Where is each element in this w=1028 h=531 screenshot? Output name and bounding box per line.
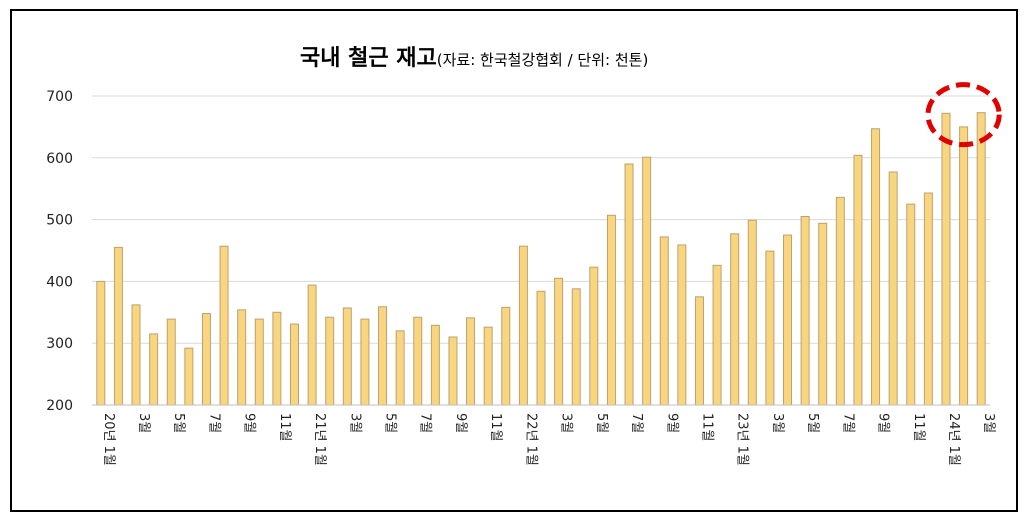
- bar: [677, 244, 687, 406]
- x-tick-label: 5월: [171, 413, 186, 433]
- x-tick-label: 9월: [664, 413, 679, 433]
- chart-title: 국내 철근 재고(자료: 한국철강협회 / 단위: 천톤): [300, 40, 648, 72]
- bar: [413, 316, 423, 406]
- y-tick-label: 500: [46, 213, 73, 229]
- x-tick-label: 5월: [805, 413, 820, 433]
- bar: [184, 347, 194, 406]
- bar: [941, 112, 951, 406]
- bar: [642, 156, 652, 406]
- bar: [518, 245, 528, 406]
- bar: [149, 333, 159, 406]
- highlight-ellipse: [925, 82, 1002, 148]
- x-tick-label: 3월: [770, 413, 785, 433]
- y-tick-label: 600: [46, 151, 73, 167]
- x-tick-label: 11월: [277, 413, 292, 442]
- x-tick-label: 9월: [242, 413, 257, 433]
- bar: [624, 163, 634, 406]
- bar: [818, 222, 828, 406]
- bar: [712, 264, 722, 406]
- bar: [466, 317, 476, 406]
- bar: [659, 236, 669, 406]
- x-tick-label: 21년 1월: [312, 413, 327, 466]
- x-tick-label: 3월: [347, 413, 362, 433]
- bar: [448, 336, 458, 406]
- x-tick-label: 7월: [206, 413, 221, 433]
- bar: [378, 306, 388, 406]
- bar: [395, 330, 405, 406]
- bar: [923, 192, 933, 406]
- x-tick-label: 3월: [559, 413, 574, 433]
- x-tick-label: 23년 1월: [735, 413, 750, 466]
- bar: [571, 288, 581, 406]
- bar: [289, 323, 299, 406]
- bar: [113, 246, 123, 406]
- x-tick-label: 22년 1월: [523, 413, 538, 466]
- bar: [342, 307, 352, 406]
- bar: [906, 203, 916, 406]
- x-tick-label: 11월: [911, 413, 926, 442]
- bar: [201, 313, 211, 406]
- bar: [96, 280, 106, 406]
- x-tick-label: 9월: [453, 413, 468, 433]
- bar: [554, 277, 564, 406]
- chart-frame: [10, 9, 1018, 512]
- bar: [835, 196, 845, 406]
- bar: [307, 284, 317, 406]
- y-tick-label: 300: [46, 336, 73, 352]
- bar: [219, 245, 229, 406]
- x-tick-label: 3월: [136, 413, 151, 433]
- x-tick-label: 9월: [876, 413, 891, 433]
- bar: [536, 290, 546, 406]
- bar: [606, 214, 616, 406]
- x-tick-label: 5월: [594, 413, 609, 433]
- bar: [888, 171, 898, 406]
- y-tick-label: 200: [46, 398, 73, 414]
- x-tick-label: 11월: [699, 413, 714, 442]
- x-tick-label: 3월: [981, 413, 996, 433]
- bar: [237, 309, 247, 406]
- bar: [360, 318, 370, 406]
- bar: [131, 304, 141, 406]
- bar: [166, 318, 176, 406]
- bar: [976, 112, 986, 406]
- x-tick-label: 20년 1월: [101, 413, 116, 466]
- bar: [272, 311, 282, 406]
- bar: [325, 316, 335, 406]
- bar: [730, 233, 740, 406]
- y-tick-label: 700: [46, 89, 73, 105]
- bar: [765, 250, 775, 406]
- bar: [254, 318, 264, 406]
- bar: [430, 324, 440, 406]
- x-tick-label: 5월: [383, 413, 398, 433]
- chart-subtitle: (자료: 한국철강협회 / 단위: 천톤): [436, 51, 649, 69]
- chart-title-main: 국내 철근 재고: [300, 46, 437, 71]
- bar: [959, 126, 969, 406]
- bar: [747, 219, 757, 406]
- bar: [589, 266, 599, 406]
- bar: [694, 296, 704, 406]
- y-tick-label: 400: [46, 274, 73, 290]
- bar: [783, 234, 793, 406]
- x-tick-label: 24년 1월: [946, 413, 961, 466]
- bar: [483, 326, 493, 406]
- x-tick-label: 7월: [840, 413, 855, 433]
- bar: [853, 154, 863, 406]
- x-tick-label: 7월: [629, 413, 644, 433]
- x-tick-label: 7월: [418, 413, 433, 433]
- bar: [501, 306, 511, 406]
- bar: [800, 216, 810, 406]
- bar: [871, 128, 881, 406]
- x-tick-label: 11월: [488, 413, 503, 442]
